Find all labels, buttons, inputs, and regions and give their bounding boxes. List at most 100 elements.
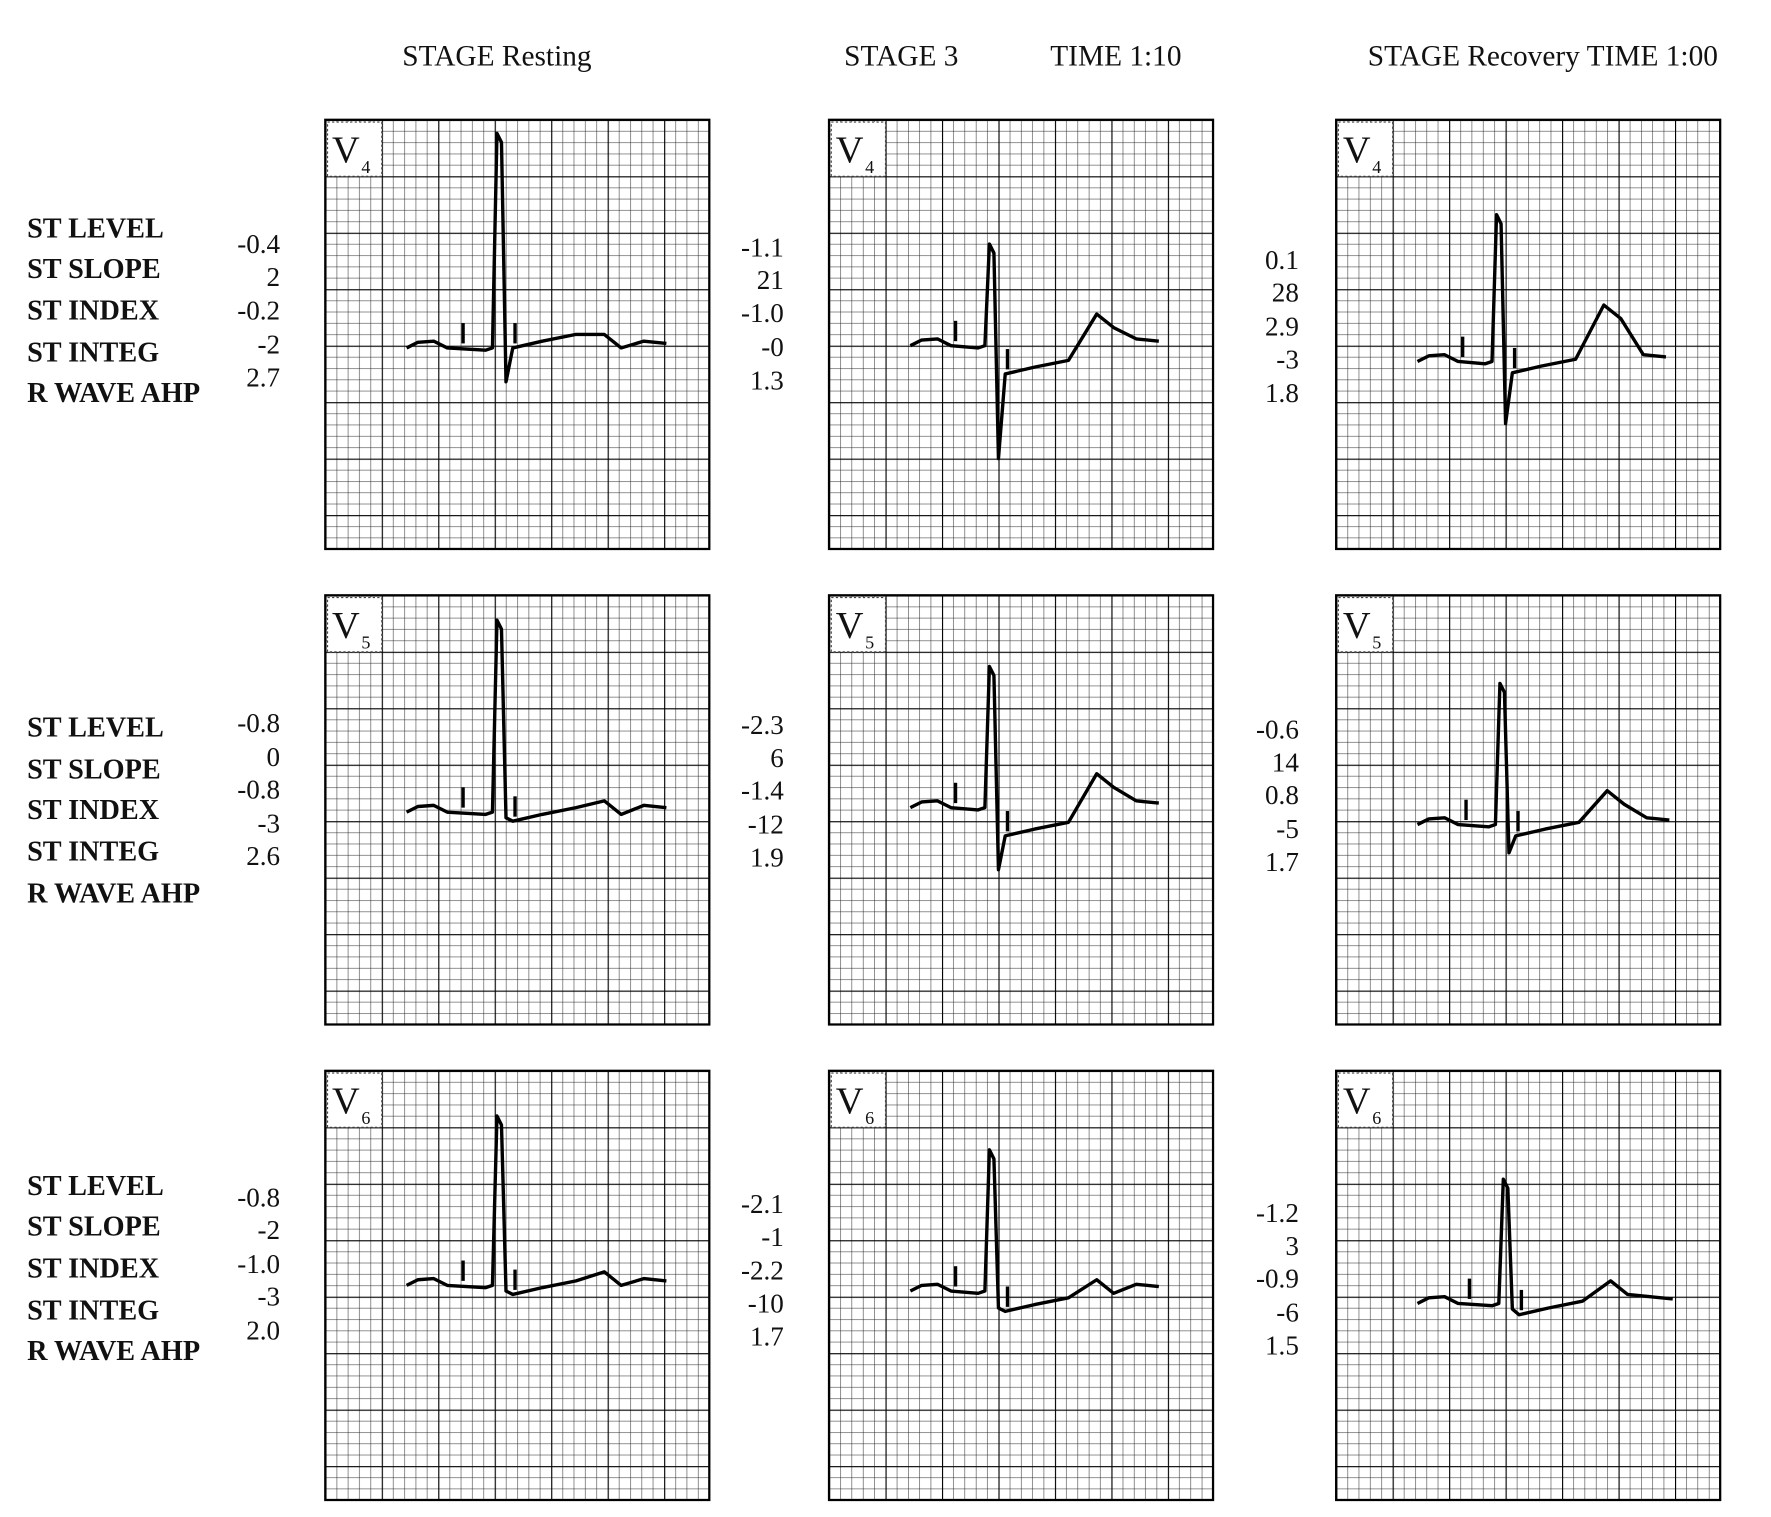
measure-label: R WAVE AHP: [27, 879, 200, 910]
ecg-trace: [1416, 212, 1667, 426]
measure-label: ST INTEG: [27, 337, 159, 368]
measure-value: 14: [1272, 747, 1300, 777]
measure-value: -2: [258, 1215, 281, 1245]
lead-sub: 4: [865, 157, 874, 177]
measure-value: -3: [1276, 344, 1299, 374]
lead-sub: 6: [361, 1108, 370, 1128]
lead-sub: 6: [865, 1108, 874, 1128]
measure-label: ST INDEX: [27, 296, 160, 327]
measure-value: -1: [761, 1222, 784, 1252]
measure-value: 28: [1272, 278, 1299, 308]
measure-value: -1.1: [741, 232, 784, 262]
stage-header: TIME 1:10: [1050, 41, 1181, 73]
measure-label: ST LEVEL: [27, 213, 164, 244]
measure-label: ST INTEG: [27, 837, 159, 868]
ecg-trace: [909, 242, 1159, 461]
measure-value: -2.3: [741, 710, 784, 740]
lead-letter: V: [836, 130, 864, 172]
lead-letter: V: [332, 605, 360, 647]
measure-value: -0.9: [1256, 1264, 1299, 1294]
grid: [1335, 594, 1722, 1026]
lead-sub: 6: [1372, 1108, 1381, 1128]
measure-value: -1.0: [237, 1249, 280, 1279]
lead-box: [326, 121, 383, 177]
measure-label: R WAVE AHP: [27, 378, 200, 409]
grid: [324, 594, 711, 1026]
lead-box: [326, 1072, 383, 1128]
ecg-trace: [405, 618, 667, 823]
measure-value: 2.6: [246, 841, 280, 871]
lead-box: [1337, 121, 1394, 177]
lead-letter: V: [1343, 1081, 1371, 1123]
grid: [324, 118, 711, 551]
measure-value: 0: [267, 742, 281, 772]
measure-value: -2.1: [741, 1189, 784, 1219]
measure-value: -0.2: [237, 296, 280, 326]
ecg-trace: [1416, 1177, 1673, 1317]
measure-value: -2.2: [741, 1256, 784, 1286]
measure-value: -1.4: [741, 776, 784, 806]
measure-value: -3: [258, 1282, 281, 1312]
measure-value: -1.0: [741, 298, 784, 328]
grid: [1335, 118, 1722, 551]
measure-value: 2.0: [246, 1316, 280, 1346]
lead-letter: V: [1343, 130, 1371, 172]
lead-sub: 4: [1372, 157, 1381, 177]
grid: [1335, 1069, 1722, 1502]
lead-box: [1337, 596, 1394, 653]
measure-value: -2: [258, 330, 281, 360]
lead-sub: 5: [1372, 632, 1381, 652]
lead-letter: V: [1343, 605, 1371, 647]
stage-header: STAGE Resting: [402, 41, 592, 73]
ecg-trace: [405, 1114, 667, 1297]
measure-value: -6: [1276, 1298, 1299, 1328]
measure-value: 3: [1285, 1231, 1299, 1261]
lead-box: [326, 596, 383, 653]
measure-value: -0: [761, 332, 784, 362]
lead-sub: 4: [361, 157, 370, 177]
lead-letter: V: [332, 130, 360, 172]
measure-value: -0.8: [237, 775, 280, 805]
lead-letter: V: [332, 1081, 360, 1123]
measure-value: -0.6: [1256, 715, 1299, 745]
measure-label: ST LEVEL: [27, 1171, 164, 1202]
lead-box: [830, 121, 887, 177]
lead-box: [830, 596, 887, 653]
measure-value: -0.4: [237, 229, 280, 259]
measure-label: ST INDEX: [27, 795, 160, 826]
measure-value: -12: [748, 810, 784, 840]
measure-value: -5: [1276, 814, 1299, 844]
grid: [324, 1069, 711, 1502]
measure-label: ST SLOPE: [27, 1212, 161, 1243]
lead-letter: V: [836, 1081, 864, 1123]
measure-label: ST INTEG: [27, 1295, 159, 1326]
measure-value: 1.9: [750, 842, 784, 872]
measure-value: -3: [258, 808, 281, 838]
ecg-trace: [405, 131, 667, 384]
stage-header: STAGE Recovery TIME 1:00: [1368, 41, 1718, 73]
measure-value: 0.8: [1265, 780, 1299, 810]
measure-value: 1.7: [1265, 847, 1299, 877]
grid: [827, 594, 1215, 1026]
measure-value: -10: [748, 1289, 784, 1319]
measure-label: R WAVE AHP: [27, 1336, 200, 1367]
measure-value: -0.8: [237, 708, 280, 738]
content: STAGE Resting STAGE 3 TIME 1:10 STAGE Recov…: [27, 41, 1722, 1502]
lead-box: [1337, 1072, 1394, 1128]
measure-value: 2: [267, 262, 281, 292]
measure-value: 1.5: [1265, 1330, 1299, 1360]
measure-label: ST LEVEL: [27, 712, 164, 743]
ecg-trace: [909, 664, 1159, 872]
measure-value: 2.9: [1265, 312, 1299, 342]
measure-value: -1.2: [1256, 1198, 1299, 1228]
lead-sub: 5: [865, 632, 874, 652]
ecg-trace: [909, 1148, 1159, 1314]
